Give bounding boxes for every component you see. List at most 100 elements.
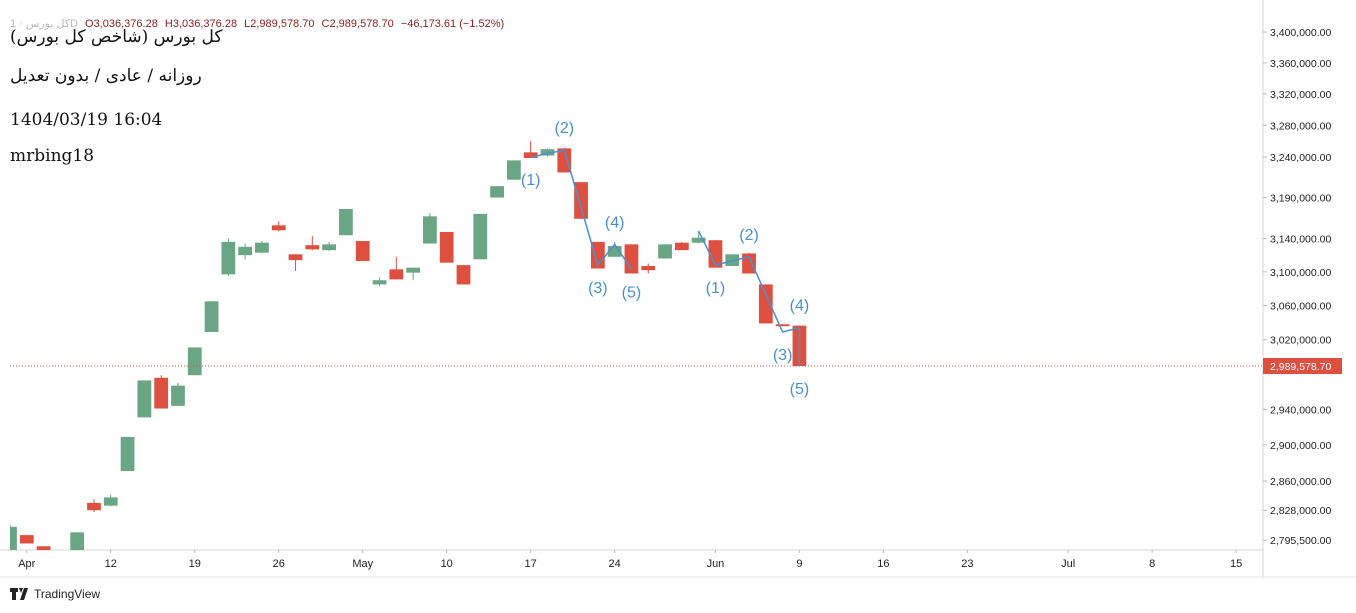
last-price-label: 2,989,578.70 bbox=[1270, 361, 1331, 373]
plot-area bbox=[10, 141, 1263, 550]
candle-body bbox=[456, 265, 471, 285]
candle-body bbox=[271, 225, 286, 231]
candle-body bbox=[238, 246, 253, 256]
y-tick-label: 2,900,000.00 bbox=[1270, 440, 1331, 452]
wave-label: (5) bbox=[622, 284, 642, 301]
candle-body bbox=[423, 216, 437, 244]
chart-subtitle: روزانه / عادی / بدون تعدیل bbox=[10, 66, 202, 86]
x-tick-label: Jul bbox=[1061, 558, 1075, 570]
x-tick-label: 8 bbox=[1149, 558, 1155, 570]
wave-label: (1) bbox=[706, 280, 726, 297]
y-tick-label: 2,795,500.00 bbox=[1270, 535, 1331, 547]
x-tick-label: 23 bbox=[961, 558, 973, 570]
wave-label: (5) bbox=[790, 381, 810, 398]
candle-body bbox=[171, 385, 185, 406]
wave-label: (1) bbox=[521, 172, 541, 189]
candle-body bbox=[355, 241, 370, 261]
wave-label: (3) bbox=[773, 347, 793, 364]
y-tick-label: 3,320,000.00 bbox=[1270, 89, 1331, 101]
x-tick-label: 10 bbox=[441, 558, 453, 570]
footer: TradingView bbox=[10, 587, 100, 601]
candle-body bbox=[674, 242, 689, 251]
x-tick-label: Apr bbox=[18, 558, 35, 570]
candle-body bbox=[658, 244, 672, 259]
candle-body bbox=[87, 502, 101, 511]
ohlc-close: C2,989,578.70 bbox=[321, 18, 394, 30]
candle-body bbox=[103, 497, 118, 506]
candle-body bbox=[775, 324, 790, 327]
y-tick-label: 3,360,000.00 bbox=[1270, 58, 1331, 70]
ohlc-change: −46,173.61 (−1.52%) bbox=[400, 18, 505, 30]
x-tick-label: 15 bbox=[1230, 558, 1242, 570]
candle-body bbox=[540, 149, 555, 156]
candle-body bbox=[490, 186, 504, 198]
candle-body bbox=[624, 244, 639, 274]
chart-title: کل بورس (شاخص کل بورس) bbox=[10, 27, 223, 47]
y-tick-label: 3,190,000.00 bbox=[1270, 193, 1331, 205]
wave-line bbox=[697, 230, 801, 366]
candle-body bbox=[255, 242, 269, 253]
x-tick-label: Jun bbox=[707, 558, 725, 570]
candle-body bbox=[10, 526, 17, 550]
x-tick-label: 19 bbox=[189, 558, 201, 570]
candle-body bbox=[389, 269, 404, 280]
timestamp: 1404/03/19 16:04 bbox=[10, 110, 163, 130]
candle-body bbox=[137, 380, 152, 418]
candle-body bbox=[372, 280, 387, 285]
candle-body bbox=[523, 152, 538, 158]
y-tick-label: 3,100,000.00 bbox=[1270, 267, 1331, 279]
y-tick-label: 3,060,000.00 bbox=[1270, 301, 1331, 313]
x-tick-label: 17 bbox=[525, 558, 537, 570]
candle-body bbox=[19, 535, 34, 544]
candle-body bbox=[288, 254, 303, 261]
candle-body bbox=[557, 148, 572, 173]
candle-body bbox=[607, 246, 622, 257]
footer-text: TradingView bbox=[34, 587, 101, 601]
wave-label: (4) bbox=[605, 214, 625, 231]
y-tick-label: 3,140,000.00 bbox=[1270, 234, 1331, 246]
y-tick-label: 2,860,000.00 bbox=[1270, 476, 1331, 488]
candle-body bbox=[120, 436, 135, 472]
y-tick-label: 2,828,000.00 bbox=[1270, 505, 1331, 517]
candle-body bbox=[742, 253, 756, 274]
candle-body bbox=[70, 532, 85, 550]
candle-body bbox=[36, 546, 51, 550]
candle-body bbox=[406, 267, 420, 273]
wave-label: (3) bbox=[588, 280, 608, 297]
candle-body bbox=[187, 347, 202, 376]
candle-body bbox=[204, 301, 219, 332]
last-price-tag bbox=[1263, 357, 1342, 374]
y-tick-label: 3,400,000.00 bbox=[1270, 27, 1331, 39]
x-tick-label: 9 bbox=[796, 558, 802, 570]
candle-body bbox=[473, 213, 488, 260]
wave-line bbox=[530, 149, 633, 270]
candle-body bbox=[758, 284, 773, 324]
candle-body bbox=[574, 182, 588, 219]
tv-logo bbox=[10, 588, 28, 600]
candle-body bbox=[339, 208, 353, 236]
candle-body bbox=[691, 237, 706, 243]
x-tick-label: 12 bbox=[105, 558, 117, 570]
ohlc-header: کل بورس · 1D O3,036,376.28 H3,036,376.28… bbox=[10, 17, 508, 30]
candle-body bbox=[305, 245, 320, 250]
axes: 3,400,000.00 3,360,000.00 3,320,000.00 3,28… bbox=[18, 27, 1342, 570]
ohlc-open: O3,036,376.28 bbox=[85, 18, 158, 30]
candle-body bbox=[725, 254, 740, 266]
candle-body bbox=[439, 231, 454, 263]
x-tick-label: 24 bbox=[609, 558, 621, 570]
y-tick-label: 3,020,000.00 bbox=[1270, 335, 1331, 347]
x-tick-label: May bbox=[352, 558, 373, 570]
candle-body bbox=[221, 241, 236, 275]
wave-label: (4) bbox=[790, 298, 810, 315]
symbol: کل بورس · 1D bbox=[10, 18, 78, 30]
wave-label: (2) bbox=[739, 227, 759, 244]
author: mrbing18 bbox=[10, 146, 95, 166]
candle-body bbox=[322, 244, 337, 251]
candle-body bbox=[507, 160, 521, 180]
wave-label: (2) bbox=[554, 120, 574, 137]
y-tick-label: 3,280,000.00 bbox=[1270, 120, 1331, 132]
y-tick-label: 2,940,000.00 bbox=[1270, 404, 1331, 416]
ohlc-high: H3,036,376.28 bbox=[164, 18, 238, 30]
